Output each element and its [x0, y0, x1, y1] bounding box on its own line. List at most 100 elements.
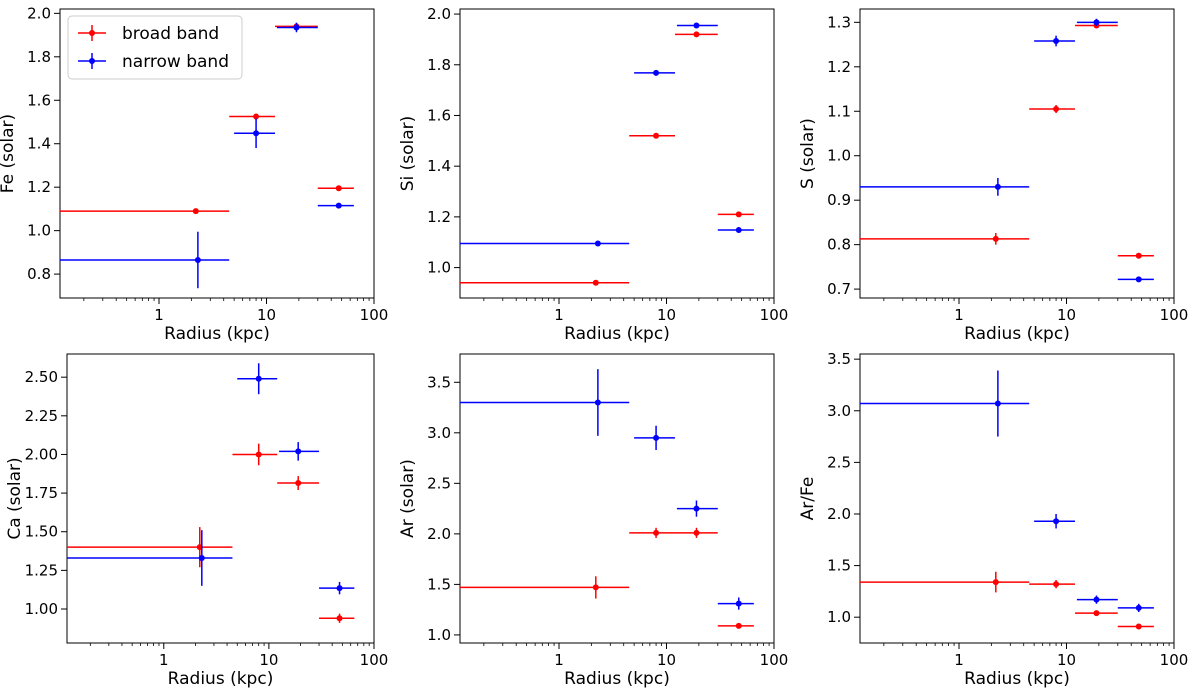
y-tick-label: 0.7: [827, 280, 851, 298]
x-tick-label: 10: [1057, 306, 1076, 324]
y-tick-label: 1.5: [427, 575, 451, 593]
narrow-band-point: [594, 399, 601, 406]
data-area: [60, 22, 354, 289]
x-axis-label: Radius (kpc): [564, 669, 670, 689]
y-tick-label: 0.9: [827, 191, 851, 209]
broad-band-point: [1053, 106, 1060, 113]
y-tick-label: 1.0: [27, 222, 51, 240]
chart-panel-4: 1 10 100 1.00 1.25 1.50 1.75 2.00 2.25 2.50 Radius…: [5, 353, 388, 689]
x-tick-label: 100: [760, 651, 789, 669]
y-tick-label: 2.50: [25, 368, 58, 386]
x-tick-label: 100: [360, 306, 389, 324]
broad-band-point: [735, 622, 742, 629]
broad-band-point: [295, 480, 302, 487]
broad-band-point: [693, 31, 700, 38]
broad-band-point: [592, 584, 599, 591]
narrow-band-point: [335, 202, 342, 209]
x-tick-label: 1: [954, 306, 964, 324]
broad-band-point: [592, 279, 599, 286]
narrow-band-point: [994, 183, 1001, 190]
y-tick-label: 1.8: [427, 56, 451, 74]
broad-band-point: [192, 208, 199, 215]
data-area: [460, 369, 754, 629]
narrow-band-point: [594, 240, 601, 247]
x-tick-label: 1: [954, 651, 964, 669]
x-tick-label: 1: [159, 651, 169, 669]
x-tick-label: 10: [1057, 651, 1076, 669]
broad-band-point: [336, 615, 343, 622]
y-tick-label: 2.00: [25, 445, 58, 463]
legend-box: [67, 15, 243, 80]
y-axis-label: S (solar): [798, 118, 818, 189]
y-tick-label: 2.0: [427, 5, 451, 23]
x-axis-label: Radius (kpc): [564, 324, 670, 344]
broad-band-point: [255, 451, 262, 458]
y-axis-label: Si (solar): [398, 116, 418, 192]
x-tick-label: 100: [1160, 651, 1189, 669]
narrow-band-point: [735, 227, 742, 234]
narrow-band-point: [994, 400, 1001, 407]
plot-frame: [66, 353, 375, 644]
x-tick-label: 10: [259, 651, 278, 669]
legend: broad band narrow band: [67, 15, 243, 80]
x-tick-label: 10: [657, 306, 676, 324]
narrow-band-point: [693, 22, 700, 29]
x-tick-label: 100: [1160, 306, 1189, 324]
y-axis-label: Ar/Fe: [798, 477, 818, 521]
y-tick-label: 3.0: [827, 402, 851, 420]
broad-band-point: [653, 529, 660, 536]
narrow-band-point: [198, 555, 205, 561]
broad-band-point: [653, 132, 660, 139]
broad-band-legend-marker: [89, 30, 95, 36]
x-tick-label: 1: [154, 306, 164, 324]
data-area: [860, 370, 1154, 630]
narrow-band-point: [1135, 276, 1142, 283]
y-axis-label: Fe (solar): [0, 114, 18, 193]
legend-entry-broad-band: broad band: [122, 24, 219, 44]
x-tick-label: 10: [657, 651, 676, 669]
y-tick-label: 0.8: [27, 265, 51, 283]
y-tick-label: 2.0: [27, 4, 51, 22]
y-axis-label: Ar (solar): [398, 459, 418, 538]
y-tick-label: 1.0: [427, 626, 451, 644]
y-tick-label: 1.3: [827, 13, 851, 31]
y-tick-label: 1.1: [827, 102, 851, 120]
data-area: [860, 18, 1154, 283]
x-axis-label: Radius (kpc): [164, 324, 270, 344]
y-tick-label: 1.0: [827, 147, 851, 165]
legend-entry-narrow-band: narrow band: [122, 52, 229, 72]
y-tick-label: 2.0: [827, 505, 851, 523]
data-area: [460, 22, 754, 286]
broad-band-point: [1135, 623, 1142, 630]
narrow-band-point: [1135, 604, 1142, 611]
y-tick-label: 1.50: [25, 523, 58, 541]
y-tick-label: 1.4: [427, 157, 451, 175]
x-axis-label: Radius (kpc): [964, 324, 1070, 344]
y-tick-label: 1.0: [427, 259, 451, 277]
chart-panel-5: 1 10 100 1.0 1.5 2.0 2.5 3.0 3.5 Radius (kpc) Ar (…: [398, 353, 789, 689]
y-tick-label: 1.25: [25, 561, 58, 579]
x-tick-label: 10: [257, 306, 276, 324]
y-axis-label: Ca (solar): [5, 457, 25, 539]
y-tick-label: 2.5: [427, 474, 451, 492]
chart-panel-1: 1 10 100 0.8 1.0 1.2 1.4 1.6 1.8 2.0 Radius (kpc) F…: [0, 4, 388, 344]
narrow-band-point: [735, 600, 742, 607]
broad-band-point: [1135, 252, 1142, 259]
chart-panel-6: 1 10 100 1.0 1.5 2.0 2.5 3.0 3.5 Radius (kpc) Ar/F…: [798, 350, 1188, 689]
broad-band-point: [693, 529, 700, 536]
broad-band-point: [992, 235, 999, 242]
narrow-band-point: [1053, 518, 1060, 525]
narrow-band-point: [693, 505, 700, 512]
data-area: [67, 363, 355, 623]
broad-band-point: [1093, 610, 1100, 617]
y-tick-label: 1.6: [427, 106, 451, 124]
broad-band-point: [1053, 581, 1060, 588]
broad-band-point: [253, 113, 260, 120]
narrow-band-point: [653, 69, 660, 76]
broad-band-point: [735, 211, 742, 218]
narrow-band-point: [293, 24, 300, 31]
narrow-band-point: [1093, 596, 1100, 603]
chart-panel-2: 1 10 100 1.0 1.2 1.4 1.6 1.8 2.0 Radius (kpc) Si (…: [398, 5, 788, 344]
narrow-band-point: [336, 585, 343, 592]
